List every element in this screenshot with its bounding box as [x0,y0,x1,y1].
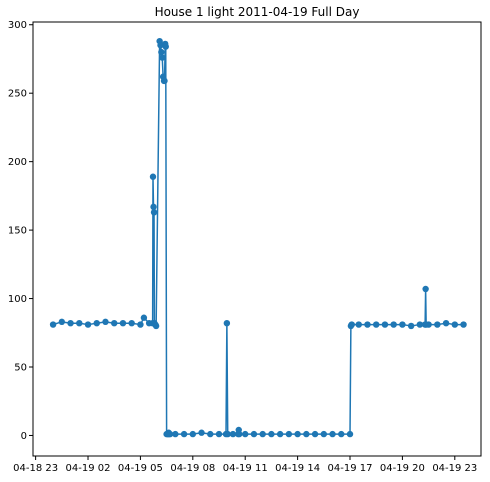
data-point [373,321,379,327]
data-point [151,209,157,215]
data-point [94,320,100,326]
data-point [120,320,126,326]
data-point [111,320,117,326]
data-point [141,315,147,321]
data-point [277,431,283,437]
data-point [76,320,82,326]
y-tick-label: 100 [8,294,27,305]
chart-title: House 1 light 2011-04-19 Full Day [155,5,360,19]
data-point [286,431,292,437]
data-point [347,431,353,437]
data-point [224,320,230,326]
data-point [382,321,388,327]
data-point [59,319,65,325]
data-point [163,43,169,49]
data-point [349,321,355,327]
data-point [150,204,156,210]
data-point [50,321,56,327]
data-point [102,319,108,325]
x-tick-label: 04-19 17 [328,463,373,474]
x-tick-label: 04-19 02 [66,463,111,474]
data-point [408,323,414,329]
y-tick-label: 0 [21,431,27,442]
x-tick-label: 04-19 11 [223,463,268,474]
data-point [207,431,213,437]
y-tick-label: 300 [8,20,27,31]
data-point [321,431,327,437]
data-point [236,431,242,437]
data-point [159,54,165,60]
data-point [128,320,134,326]
data-point [390,321,396,327]
data-point [153,323,159,329]
data-point [172,431,178,437]
data-point [338,431,344,437]
data-point [158,49,164,55]
x-tick-label: 04-19 23 [432,463,477,474]
data-point [198,430,204,436]
data-point [137,321,143,327]
data-point [294,431,300,437]
data-point [85,321,91,327]
x-tick-label: 04-18 23 [13,463,58,474]
data-point [399,321,405,327]
x-tick-label: 04-19 20 [380,463,425,474]
x-tick-label: 04-19 14 [275,463,320,474]
data-point [190,431,196,437]
data-point [259,431,265,437]
data-point [452,321,458,327]
data-point [150,174,156,180]
y-tick-label: 150 [8,226,27,237]
data-point [364,321,370,327]
x-tick-label: 04-19 08 [170,463,215,474]
data-point [161,78,167,84]
data-point [329,431,335,437]
data-point [268,431,274,437]
x-tick-label: 04-19 05 [118,463,163,474]
y-tick-label: 50 [14,363,27,374]
data-point [303,431,309,437]
data-point [67,320,73,326]
data-point [181,431,187,437]
data-point [425,321,431,327]
y-tick-label: 250 [8,89,27,100]
data-point [443,320,449,326]
data-point [434,321,440,327]
data-point [460,321,466,327]
data-point [251,431,257,437]
data-point [242,431,248,437]
data-point [356,321,362,327]
data-point [422,286,428,292]
data-point [216,431,222,437]
data-point [312,431,318,437]
y-tick-label: 200 [8,157,27,168]
